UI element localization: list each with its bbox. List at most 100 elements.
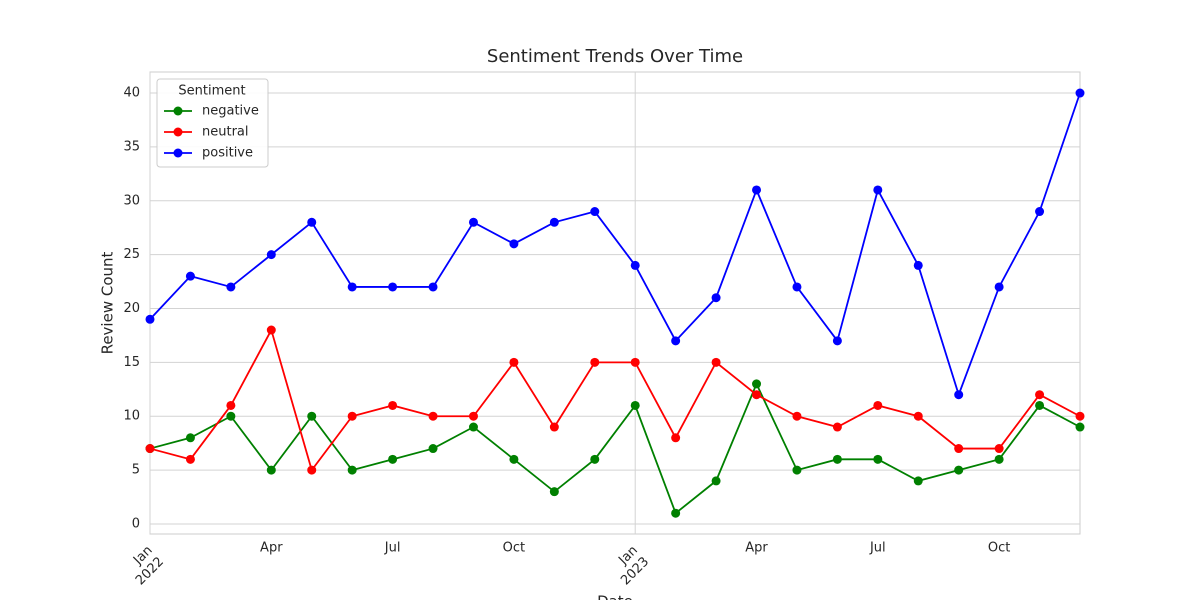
data-point <box>1035 390 1045 400</box>
data-point <box>388 282 398 292</box>
data-point <box>1035 207 1045 217</box>
legend-box <box>156 78 269 168</box>
y-axis-label: Review Count <box>99 251 117 354</box>
data-point <box>954 444 964 454</box>
data-point <box>468 217 478 227</box>
data-point <box>994 444 1004 454</box>
data-point <box>671 433 681 443</box>
data-point <box>468 411 478 421</box>
data-point <box>428 411 438 421</box>
data-point <box>347 411 357 421</box>
data-point <box>792 465 802 475</box>
data-point <box>873 400 883 410</box>
legend-marker <box>173 127 183 137</box>
data-point <box>792 411 802 421</box>
data-point <box>428 282 438 292</box>
data-point <box>307 411 317 421</box>
data-point <box>711 357 721 367</box>
data-point <box>752 185 762 195</box>
x-tick-label: Oct <box>988 541 1010 556</box>
data-point <box>873 185 883 195</box>
data-point <box>226 282 236 292</box>
x-axis-label: Date <box>597 593 633 600</box>
legend-marker <box>173 148 183 158</box>
data-point <box>590 357 600 367</box>
data-point <box>347 465 357 475</box>
data-point <box>954 390 964 400</box>
series-line <box>149 327 1081 473</box>
y-tick-label: 0 <box>132 516 140 531</box>
data-point <box>185 454 195 464</box>
data-point <box>145 314 155 324</box>
legend-marker <box>173 106 183 116</box>
chart-title: Sentiment Trends Over Time <box>487 46 743 67</box>
data-point <box>590 207 600 217</box>
y-tick-label: 15 <box>123 355 140 370</box>
x-tick-label: Apr <box>745 541 768 556</box>
lines <box>145 88 1085 518</box>
y-tick-label: 5 <box>132 463 140 478</box>
data-point <box>913 260 923 270</box>
x-tick-label: Jul <box>384 541 401 556</box>
data-point <box>832 422 842 432</box>
data-point <box>671 336 681 346</box>
data-point <box>832 336 842 346</box>
plot-area <box>149 71 1081 535</box>
legend: Sentiment negative neutral positive <box>156 78 269 168</box>
grid <box>149 72 1080 534</box>
data-point <box>671 508 681 518</box>
data-point <box>388 454 398 464</box>
data-point <box>468 422 478 432</box>
x-tick-label: Jan2023 <box>607 543 652 588</box>
data-point <box>913 411 923 421</box>
data-point <box>994 282 1004 292</box>
data-point <box>630 357 640 367</box>
x-tick-label: Apr <box>260 541 283 556</box>
data-point <box>388 400 398 410</box>
y-tick-label: 10 <box>123 409 140 424</box>
legend-label: positive <box>202 146 253 161</box>
data-point <box>509 454 519 464</box>
data-point <box>549 487 559 497</box>
data-point <box>792 282 802 292</box>
data-point <box>509 357 519 367</box>
series-line <box>149 92 1081 398</box>
data-point <box>711 476 721 486</box>
data-point <box>549 422 559 432</box>
data-point <box>1075 411 1085 421</box>
legend-label: neutral <box>202 125 249 140</box>
data-point <box>145 444 155 454</box>
data-point <box>549 217 559 227</box>
y-tick-label: 40 <box>123 86 140 101</box>
data-point <box>711 293 721 303</box>
x-tick-label: Jan2022 <box>121 543 166 588</box>
data-point <box>1075 88 1085 98</box>
data-point <box>913 476 923 486</box>
data-point <box>752 390 762 400</box>
data-point <box>590 454 600 464</box>
data-point <box>347 282 357 292</box>
data-point <box>630 260 640 270</box>
data-point <box>994 454 1004 464</box>
data-point <box>266 325 276 335</box>
x-tick-label: Oct <box>503 541 525 556</box>
y-tick-label: 25 <box>123 247 140 262</box>
data-point <box>630 400 640 410</box>
x-tick-label: Jul <box>869 541 886 556</box>
series-line <box>149 381 1081 515</box>
data-point <box>185 433 195 443</box>
data-point <box>1035 400 1045 410</box>
data-point <box>832 454 842 464</box>
data-point <box>226 400 236 410</box>
data-point <box>752 379 762 389</box>
data-point <box>954 465 964 475</box>
data-point <box>185 271 195 281</box>
data-point <box>428 444 438 454</box>
y-tick-label: 35 <box>123 139 140 154</box>
legend-label: negative <box>202 104 259 119</box>
data-point <box>1075 422 1085 432</box>
data-point <box>307 465 317 475</box>
data-point <box>226 411 236 421</box>
data-point <box>266 250 276 260</box>
